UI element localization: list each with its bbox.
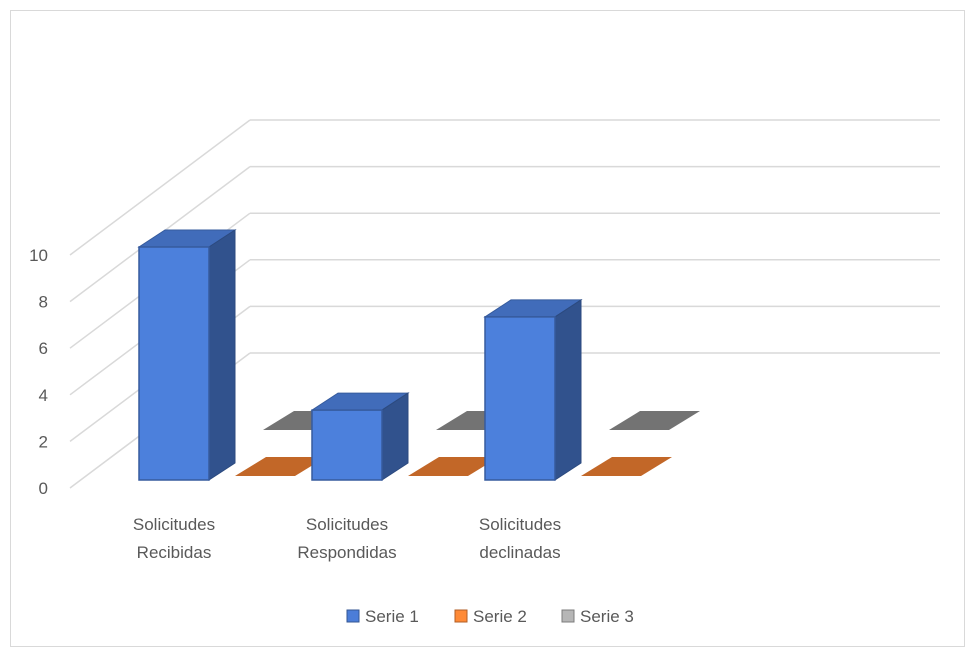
y-tick-label: 0 (39, 479, 48, 498)
category-label: Solicitudes (306, 515, 388, 534)
y-tick-label: 10 (29, 246, 48, 265)
legend-swatch (561, 609, 575, 623)
bar (311, 409, 383, 481)
bar (609, 411, 700, 430)
bar-side (208, 229, 236, 481)
y-tick-label: 6 (39, 339, 48, 358)
bar (581, 457, 672, 476)
y-axis-ticks: 0 2 4 6 8 10 (29, 246, 48, 498)
legend-label: Serie 3 (580, 607, 634, 626)
bar-side (554, 298, 582, 481)
category-label: Respondidas (297, 543, 396, 562)
bar (138, 246, 210, 481)
category-label: Solicitudes (133, 515, 215, 534)
bar (235, 457, 326, 476)
legend-label: Serie 1 (365, 607, 419, 626)
gridline-side (69, 119, 251, 256)
bar (484, 316, 556, 481)
legend-swatch (454, 609, 468, 623)
category-label: Recibidas (137, 543, 212, 562)
category-label: Solicitudes (479, 515, 561, 534)
bar (408, 457, 499, 476)
legend-swatch (346, 609, 360, 623)
category-labels: Solicitudes Recibidas Solicitudes Respondid… (133, 515, 561, 562)
legend-label: Serie 2 (473, 607, 527, 626)
y-tick-label: 8 (39, 293, 48, 312)
category-label: declinadas (479, 543, 560, 562)
y-tick-label: 2 (39, 432, 48, 451)
legend: Serie 1 Serie 2 Serie 3 (346, 607, 634, 626)
y-tick-label: 4 (39, 386, 48, 405)
bars (137, 229, 700, 481)
